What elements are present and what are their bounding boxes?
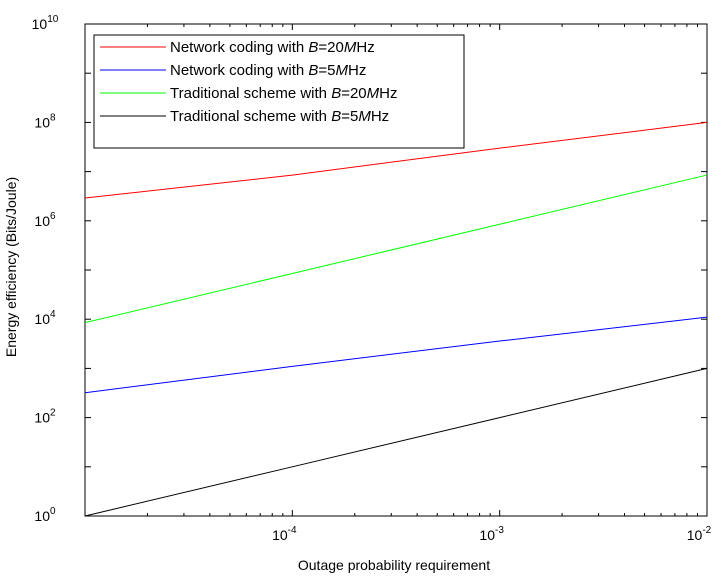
series-layer bbox=[84, 121, 708, 517]
x-tick-label: 10-3 bbox=[479, 525, 504, 543]
legend-entry-2: Network coding with B=5MHz bbox=[170, 62, 366, 79]
y-tick-label: 102 bbox=[34, 408, 56, 426]
series-line-3 bbox=[84, 174, 708, 324]
y-tick-label: 100 bbox=[34, 506, 56, 524]
legend-entry-4: Traditional scheme with B=5MHz bbox=[170, 108, 389, 125]
tick-labels: 10-4 10-3 10-2 100 102 104 106 108 1010 bbox=[32, 14, 712, 543]
series-line-1 bbox=[84, 121, 708, 199]
x-axis-label: Outage probability requirement bbox=[298, 557, 490, 573]
legend-box bbox=[93, 34, 465, 149]
ticks bbox=[84, 23, 707, 517]
y-tick-label: 1010 bbox=[32, 14, 59, 32]
y-tick-label: 104 bbox=[34, 309, 56, 327]
series-line-2 bbox=[84, 316, 708, 394]
x-tick-label: 10-4 bbox=[272, 525, 297, 543]
y-tick-label: 108 bbox=[34, 112, 56, 130]
legend-entry-3: Traditional scheme with B=20MHz bbox=[170, 85, 398, 102]
legend-entry-1: Network coding with B=20MHz bbox=[170, 39, 375, 56]
legend: Network coding with B=20MHz Network codin… bbox=[93, 34, 465, 149]
y-axis-label: Energy efficiency (Bits/Joule) bbox=[3, 177, 19, 357]
x-tick-label: 10-2 bbox=[687, 525, 712, 543]
y-tick-label: 106 bbox=[34, 211, 56, 229]
series-line-4 bbox=[84, 367, 708, 517]
